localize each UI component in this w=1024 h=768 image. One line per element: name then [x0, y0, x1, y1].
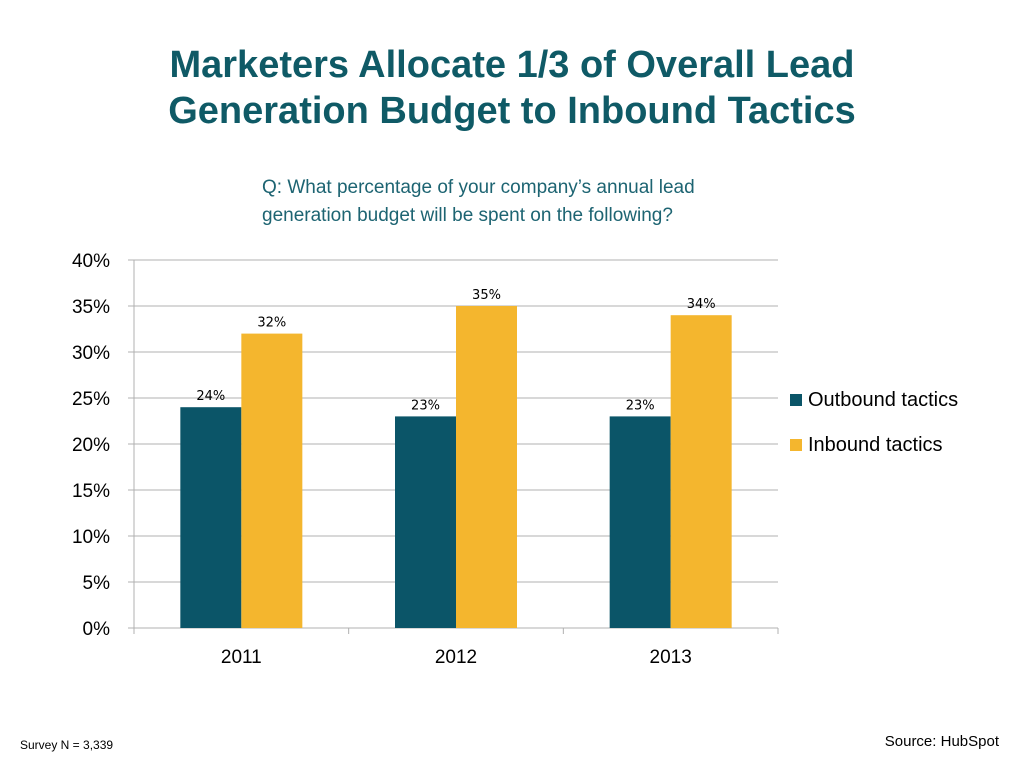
data-label: 24% — [196, 389, 225, 404]
x-tick-label: 2013 — [650, 647, 692, 668]
legend-swatch-inbound — [790, 439, 802, 451]
x-tick-label: 2012 — [435, 647, 477, 668]
y-tick-label: 30% — [72, 343, 110, 364]
legend-item-outbound: Outbound tactics — [790, 388, 958, 412]
legend-swatch-outbound — [790, 394, 802, 406]
data-label: 32% — [257, 316, 286, 331]
y-tick-label: 5% — [83, 573, 111, 594]
y-tick-label: 20% — [72, 435, 110, 456]
slide-title: Marketers Allocate 1/3 of Overall Lead G… — [0, 42, 1024, 134]
slide-title-line-2: Generation Budget to Inbound Tactics — [168, 90, 856, 132]
y-tick-label: 25% — [72, 389, 110, 410]
bar-outbound — [180, 407, 242, 628]
chart-legend: Outbound tactics Inbound tactics — [790, 388, 958, 478]
bar-outbound — [609, 416, 671, 628]
survey-question: Q: What percentage of your company’s ann… — [262, 174, 822, 230]
slide-title-line-1: Marketers Allocate 1/3 of Overall Lead — [169, 44, 855, 86]
survey-question-line-2: generation budget will be spent on the f… — [262, 205, 673, 226]
legend-item-inbound: Inbound tactics — [790, 433, 958, 457]
bar-inbound — [670, 315, 732, 628]
y-tick-label: 10% — [72, 527, 110, 548]
y-tick-label: 40% — [72, 251, 110, 272]
data-label: 34% — [687, 297, 716, 312]
survey-sample-size: Survey N = 3,339 — [20, 738, 114, 752]
y-tick-label: 15% — [72, 481, 110, 502]
data-label: 23% — [411, 398, 440, 413]
bar-inbound — [241, 333, 303, 628]
data-label: 35% — [472, 288, 501, 303]
data-label: 23% — [626, 398, 655, 413]
x-tick-label: 2011 — [221, 647, 262, 668]
survey-question-line-1: Q: What percentage of your company’s ann… — [262, 177, 695, 198]
bar-outbound — [395, 416, 456, 628]
source-note: Source: HubSpot — [884, 733, 999, 750]
legend-label-inbound: Inbound tactics — [808, 433, 943, 456]
legend-label-outbound: Outbound tactics — [808, 388, 959, 411]
bar-inbound — [456, 306, 517, 628]
y-tick-label: 35% — [72, 297, 110, 318]
y-tick-label: 0% — [83, 619, 111, 640]
